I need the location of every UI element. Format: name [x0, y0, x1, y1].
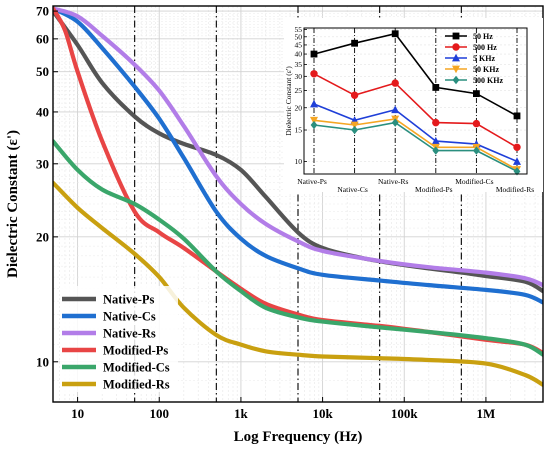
inset-legend-marker-50-khz — [452, 65, 460, 74]
main-series-lines — [53, 6, 543, 387]
x-axis-title: Log Frequency (Hz) — [234, 429, 363, 445]
y-tick-label: 40 — [36, 104, 49, 119]
main-legend-box — [60, 286, 178, 392]
inset-legend-marker-5-khz — [452, 53, 460, 62]
x-tick-label: 10k — [312, 406, 333, 421]
main-plot-frame — [52, 5, 544, 403]
inset-category-label: Native-Rs — [378, 177, 408, 186]
inset-point-50-hz — [351, 39, 358, 47]
series-line-modified-cs — [53, 139, 543, 357]
inset-series-line-500-khz — [313, 121, 518, 173]
x-tick-label: 100k — [391, 406, 419, 421]
inset-point-50-hz — [513, 112, 521, 120]
inset-point-5-khz — [431, 136, 440, 145]
inset-point-500-khz — [310, 120, 318, 130]
inset-point-5-khz — [513, 157, 521, 165]
inset-category-label: Modified-Rs — [496, 185, 534, 194]
inset-series — [310, 30, 521, 176]
legend-label-modified-rs: Modified-Rs — [103, 378, 170, 392]
legend-label-native-ps: Native-Ps — [103, 293, 155, 307]
inset-point-500-khz — [391, 118, 399, 127]
inset-legend: 50 Hz 500 Hz 5 KHz 50 KHz 500 KHz — [445, 32, 503, 85]
inset-point-50-khz — [310, 116, 318, 125]
inset-y-tick-label: 50 — [295, 32, 303, 41]
x-tick-label: 1M — [477, 406, 496, 421]
main-axis-ticks: 10 100 1k 10k 100k 1M 10 20 30 40 50 60 70 — [36, 4, 495, 421]
inset-category-label: Native-Ps — [297, 177, 327, 186]
y-axis-title: Dielectric Constant (ε') — [5, 130, 21, 278]
x-tick-label: 1k — [234, 406, 249, 421]
inset-series-line-5-khz — [313, 103, 518, 163]
series-line-modified-rs — [53, 180, 543, 387]
inset-point-500-khz — [432, 146, 440, 155]
inset-legend-marker-500-khz — [452, 75, 460, 85]
y-tick-label: 70 — [36, 4, 49, 19]
y-tick-label: 30 — [36, 156, 49, 171]
inset-point-500-khz — [351, 125, 358, 135]
inset-legend-label-500-hz: 500 Hz — [473, 43, 497, 52]
inset-series-line-50-khz — [313, 118, 518, 171]
inset-point-500-khz — [513, 167, 521, 176]
inset-background — [284, 18, 543, 192]
series-line-native-rs — [53, 6, 543, 288]
legend-label-native-cs: Native-Cs — [103, 310, 156, 324]
inset-category-label: Native-Cs — [337, 185, 367, 194]
inset-point-500-hz — [310, 70, 318, 78]
inset-plot-frame — [303, 27, 528, 175]
inset-series-line-500-hz — [313, 73, 518, 148]
y-tick-label: 50 — [36, 64, 49, 79]
main-legend: Native-Ps Native-Cs Native-Rs Modified-Ps Mo… — [60, 286, 178, 392]
inset-legend-label-50-khz: 50 KHz — [473, 65, 499, 74]
inset-legend-marker-50-hz — [452, 32, 460, 40]
inset-point-500-hz — [391, 79, 399, 87]
inset-category-label: Modified-Cs — [455, 177, 493, 186]
inset-y-tick-label: 40 — [295, 50, 303, 59]
y-tick-label: 60 — [36, 31, 49, 46]
inset-point-5-khz — [310, 99, 318, 108]
inset-legend-label-5-khz: 5 KHz — [473, 54, 495, 63]
series-line-native-cs — [53, 6, 543, 305]
y-tick-label: 10 — [36, 354, 49, 369]
inset-point-50-hz — [310, 50, 318, 58]
inset-y-tick-label: 45 — [295, 41, 303, 50]
inset-category-label: Modified-Ps — [415, 185, 453, 194]
inset-point-50-hz — [432, 84, 440, 91]
inset-point-500-hz — [472, 119, 481, 128]
y-tick-label: 20 — [36, 229, 49, 244]
inset-y-tick-label: 35 — [295, 60, 303, 69]
inset-y-tick-label: 10 — [295, 157, 303, 166]
inset-y-tick-label: 30 — [295, 72, 303, 81]
inset-legend-marker-500-hz — [452, 43, 460, 51]
legend-label-modified-ps: Modified-Ps — [103, 344, 168, 358]
inset-y-tick-label: 25 — [295, 86, 303, 95]
x-tick-label: 10 — [71, 406, 84, 421]
inset-point-50-hz — [473, 90, 480, 98]
inset-point-500-hz — [432, 118, 440, 127]
series-line-native-ps — [53, 9, 543, 294]
inset-point-500-khz — [473, 146, 480, 155]
inset-y-tick-label: 20 — [295, 103, 303, 112]
legend-label-native-rs: Native-Rs — [103, 327, 156, 341]
inset-point-500-hz — [513, 143, 521, 151]
inset-legend-label-500-khz: 500 KHz — [473, 76, 503, 85]
inset-legend-label-50-hz: 50 Hz — [473, 32, 493, 41]
inset-y-tick-label: 55 — [295, 25, 303, 34]
inset-point-50-khz — [350, 121, 359, 130]
inset-series-line-50-hz — [313, 32, 518, 117]
legend-label-modified-cs: Modified-Cs — [103, 361, 170, 375]
inset-y-tick-label: 15 — [295, 126, 303, 135]
x-tick-label: 100 — [150, 406, 170, 421]
inset-point-5-khz — [391, 105, 400, 114]
inset-point-50-hz — [391, 30, 399, 38]
inset-point-500-hz — [350, 91, 359, 99]
inset-y-axis-title: Dielectric Constant (ε') — [284, 66, 293, 136]
